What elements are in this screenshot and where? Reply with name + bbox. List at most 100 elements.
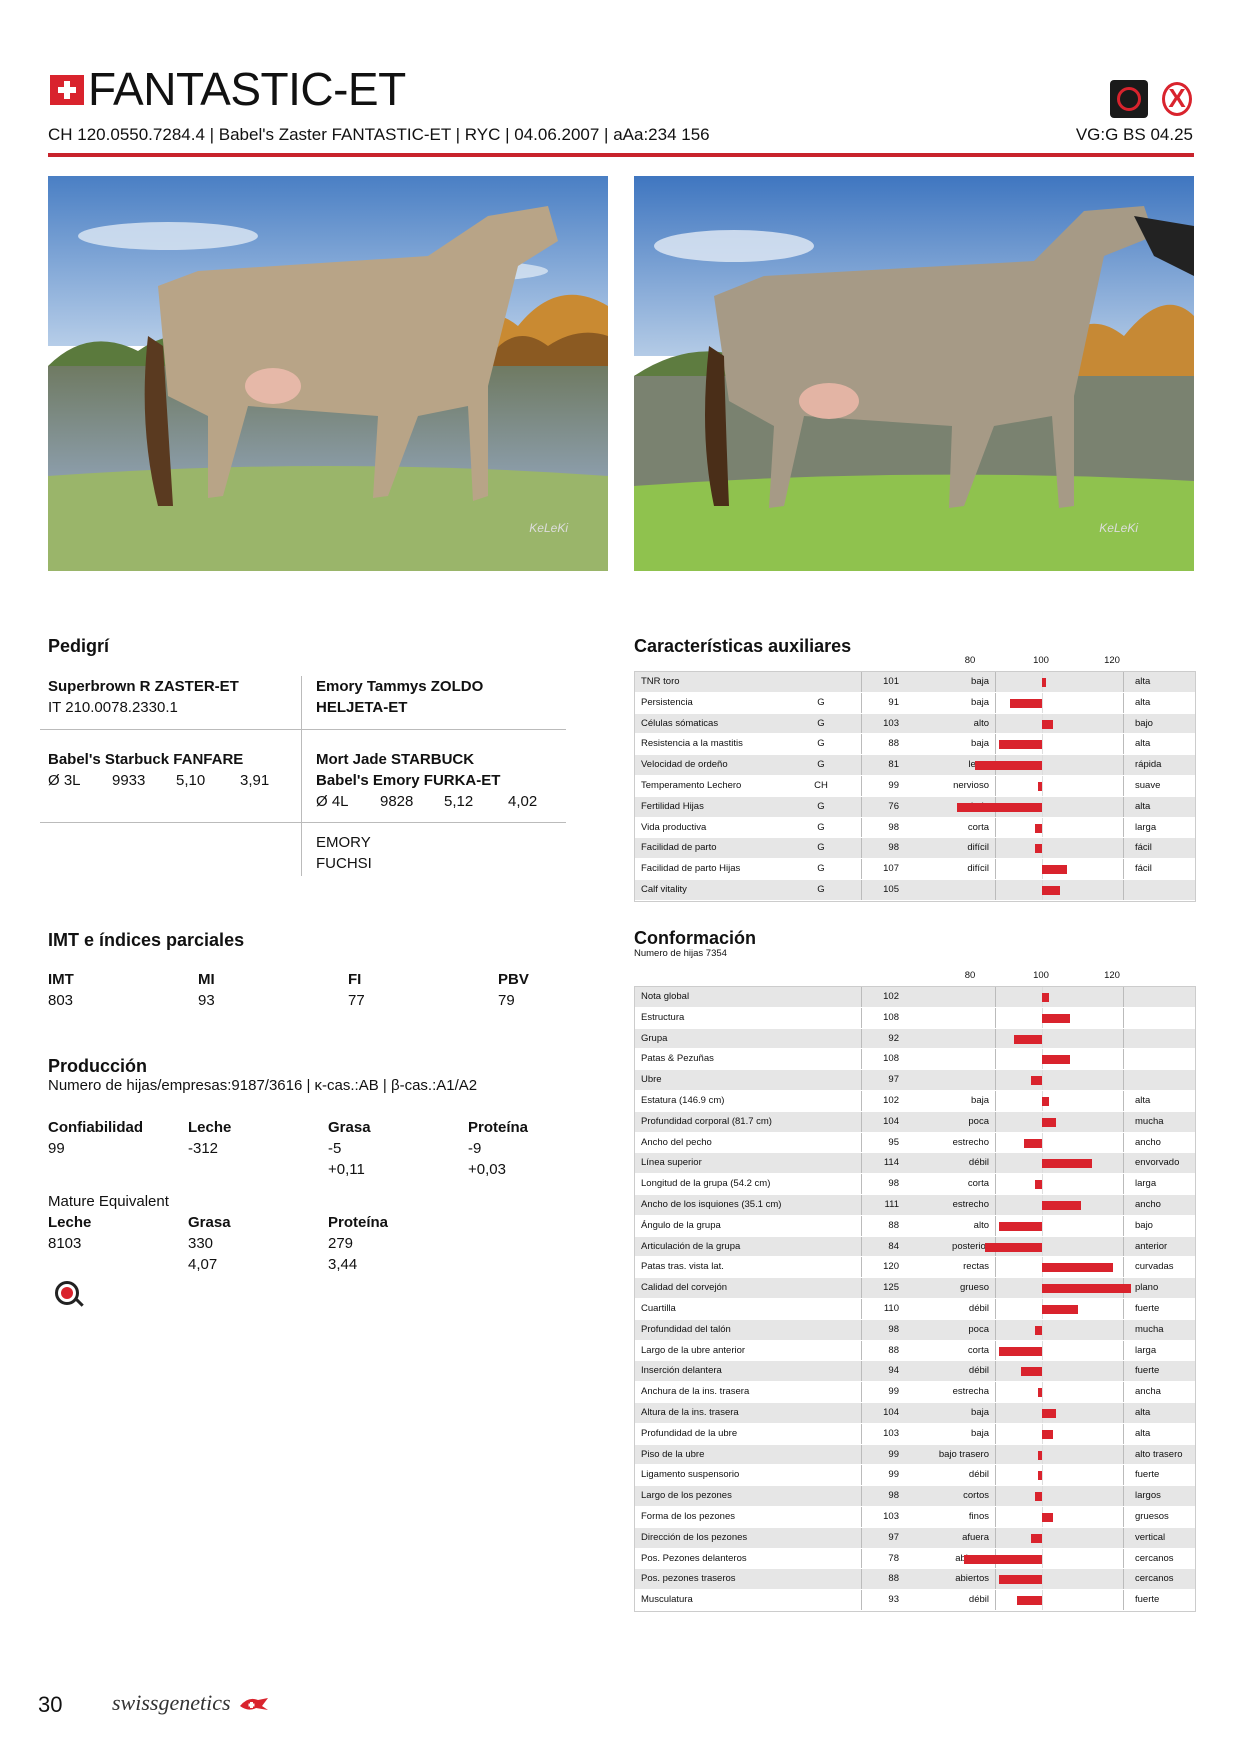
grid-line [1123, 987, 1124, 1007]
grid-line [1123, 859, 1124, 879]
aux-source: G [817, 883, 825, 895]
conf-high-label: ancho [1135, 1136, 1161, 1148]
aux-trait-label: Vida productiva [641, 821, 707, 833]
grid-line [995, 859, 996, 879]
grid-line [995, 1527, 996, 1548]
center-line [1042, 1382, 1043, 1402]
x-logo-icon: X [1162, 80, 1192, 118]
conf-low-label: baja [971, 1406, 989, 1418]
conf-row: Calidad del corvejón 125 grueso plano [635, 1278, 1195, 1299]
dam-sire-dam-production: Ø 4L 9828 5,12 4,02 [316, 793, 538, 810]
grid-line [995, 1590, 996, 1610]
conf-trait-value: 88 [888, 1219, 899, 1231]
conf-high-label: alta [1135, 1406, 1151, 1418]
grid-line [1123, 1402, 1124, 1423]
conf-row: Inserción delantera 94 débil fuerte [635, 1361, 1195, 1383]
page-title: FANTASTIC-ET [88, 63, 406, 115]
center-line [1042, 796, 1043, 817]
aux-row: Calf vitality G 105 [635, 879, 1195, 901]
grid-line [1123, 713, 1124, 734]
pbv-value: 79 [498, 992, 515, 1009]
grid-line [861, 1486, 862, 1506]
conf-trait-label: Cuartilla [641, 1302, 676, 1314]
conf-bar [1042, 993, 1050, 1002]
conf-row: Largo de los pezones 98 cortos largos [635, 1486, 1195, 1507]
aux-source: G [817, 821, 825, 833]
grid-line [1123, 1423, 1124, 1444]
conf-bar [1042, 1263, 1113, 1273]
milk-label: Leche [188, 1119, 232, 1136]
center-line [1042, 1340, 1043, 1361]
conf-low-label: débil [968, 1365, 989, 1377]
grid-line [1123, 1215, 1124, 1236]
conf-high-label: ancha [1135, 1386, 1161, 1398]
conf-low-label: finos [968, 1510, 989, 1522]
aux-high-label: bajo [1135, 717, 1153, 729]
center-line [1042, 1236, 1043, 1257]
grid-line [1123, 1194, 1124, 1215]
conf-trait-label: Ligamento suspensorio [641, 1469, 740, 1481]
conf-low-label: débil [968, 1594, 989, 1606]
swiss-flag-icon [50, 75, 84, 105]
aux-trait-value: 107 [883, 863, 899, 875]
conf-high-label: alta [1135, 1094, 1151, 1106]
conf-trait-value: 111 [884, 1198, 899, 1210]
conf-trait-label: Profundidad de la ubre [641, 1427, 738, 1439]
conf-trait-value: 97 [888, 1531, 899, 1543]
grid-line [995, 1319, 996, 1340]
grid-line [861, 1257, 862, 1278]
grid-line [1123, 1590, 1124, 1610]
aux-row: Facilidad de parto G 98 difícil fácil [635, 838, 1195, 860]
conf-trait-value: 98 [888, 1178, 899, 1190]
conf-row: Estatura (146.9 cm) 102 baja alta [635, 1090, 1195, 1112]
conf-bar [1031, 1076, 1042, 1086]
grid-line [861, 1028, 862, 1049]
grid-line [861, 1569, 862, 1590]
sire-dam-name: HELJETA-ET [316, 699, 408, 716]
conf-low-label: débil [968, 1469, 989, 1481]
grid-line [861, 987, 862, 1007]
conformation-chart: Nota global 102 Estructura 108 Grupa 92 Patas … [634, 986, 1196, 1612]
center-line [1042, 1465, 1043, 1486]
aux-high-label: alta [1135, 738, 1151, 750]
conf-row: Musculatura 93 débil fuerte [635, 1590, 1195, 1611]
aux-bar [1010, 698, 1042, 708]
grid-line [1123, 672, 1124, 692]
grid-line [861, 1007, 862, 1028]
conf-trait-label: Profundidad corporal (81.7 cm) [641, 1115, 772, 1127]
cow-photo-right: KeLeKi [634, 176, 1194, 571]
conf-row: Ángulo de la grupa 88 alto bajo [635, 1215, 1195, 1237]
brand-logo-icon [240, 1698, 268, 1710]
conf-trait-value: 88 [888, 1573, 899, 1585]
conf-row: Longitud de la grupa (54.2 cm) 98 corta lar… [635, 1174, 1195, 1195]
aux-row: Vida productiva G 98 corta larga [635, 817, 1195, 839]
grid-line [995, 1174, 996, 1194]
conf-trait-value: 102 [883, 991, 899, 1002]
grid-line [995, 1444, 996, 1465]
conf-row: Pos. pezones traseros 88 abiertos cercanos [635, 1569, 1195, 1591]
grid-line [995, 1070, 996, 1090]
aux-traits-chart: TNR toro 101 baja alta Persistencia G 91 baja al… [634, 671, 1196, 902]
center-line [1042, 1070, 1043, 1090]
aux-axis-ticks: 80 100 120 [634, 655, 1196, 669]
aux-bar [1034, 844, 1042, 854]
conf-low-label: poca [968, 1323, 989, 1335]
conf-trait-label: Patas tras. vista lat. [641, 1261, 724, 1273]
aux-trait-value: 76 [888, 800, 899, 812]
search-magnifier-icon[interactable] [55, 1281, 84, 1307]
grid-line [1123, 1153, 1124, 1174]
conformation-heading: Conformación [634, 928, 757, 948]
grid-line [861, 1236, 862, 1257]
conf-bar [1034, 1325, 1042, 1335]
grid-line [995, 713, 996, 734]
me-milk-label: Leche [48, 1214, 92, 1231]
conf-bar [999, 1575, 1042, 1585]
conf-trait-value: 95 [888, 1136, 899, 1148]
conf-trait-label: Largo de la ubre anterior [641, 1344, 746, 1356]
aux-low-label: baja [971, 676, 989, 687]
grid-line [861, 1070, 862, 1090]
grid-line [861, 1506, 862, 1527]
conf-trait-value: 108 [883, 1053, 899, 1065]
grid-line [995, 1486, 996, 1506]
conf-bar [985, 1242, 1042, 1252]
